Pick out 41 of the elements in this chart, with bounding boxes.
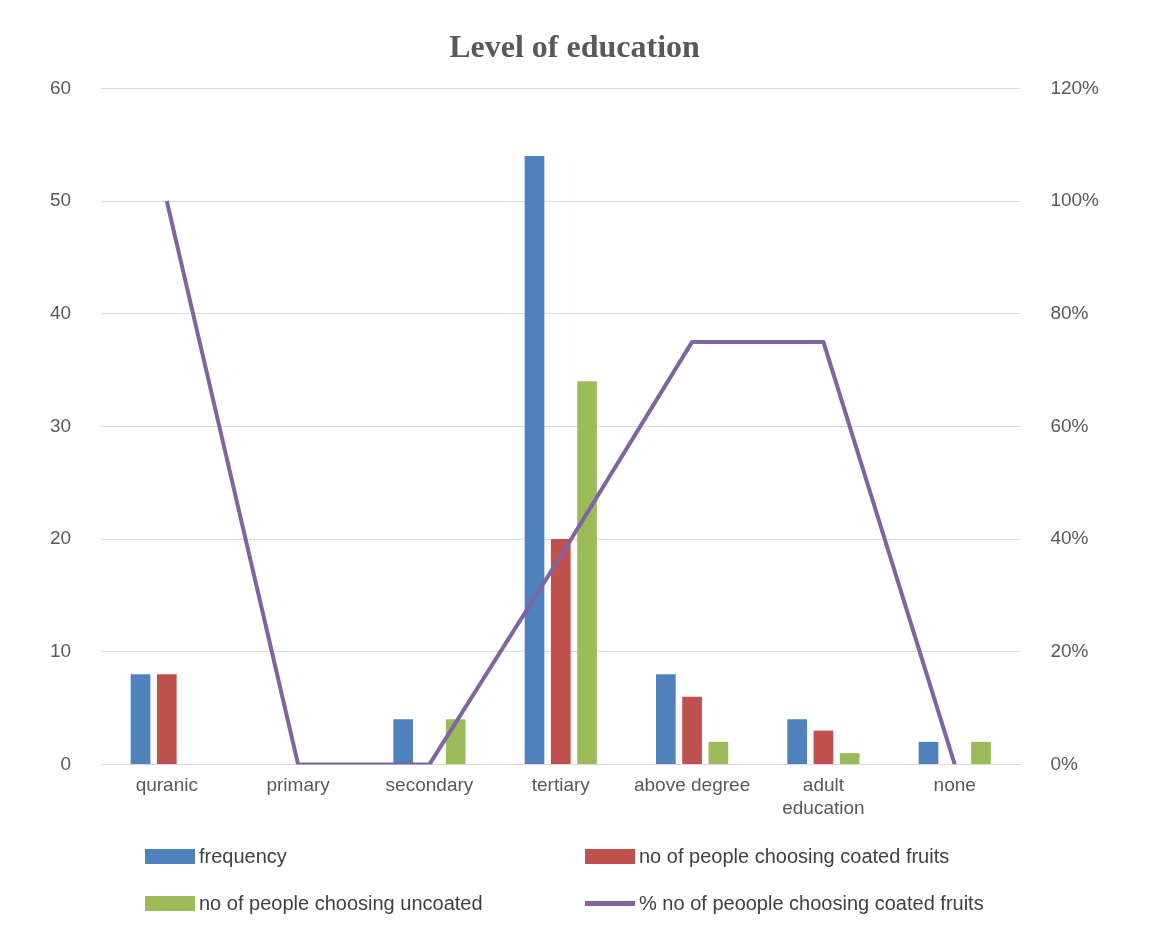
- y-tick-label: 20: [49, 527, 72, 549]
- x-tick-label: tertiary: [531, 774, 591, 796]
- bar: [918, 741, 939, 764]
- y-tick-label: 50: [49, 189, 72, 211]
- bar: [708, 741, 729, 764]
- bar: [130, 674, 151, 764]
- y2-tick-label: 100%: [1050, 189, 1100, 211]
- y2-tick-label: 60%: [1050, 414, 1089, 436]
- x-tick-label: secondary: [385, 774, 474, 796]
- y-tick-label: 60: [49, 76, 72, 98]
- y-tick-label: 40: [49, 301, 72, 323]
- y2-tick-label: 40%: [1050, 527, 1089, 549]
- bar: [445, 719, 466, 764]
- y2-tick-label: 120%: [1050, 76, 1100, 98]
- x-tick-label: quranic: [135, 774, 198, 796]
- legend-label: no of people choosing coated fruits: [638, 845, 951, 868]
- y2-tick-label: 0%: [1050, 752, 1078, 774]
- x-tick-label: primary: [266, 774, 331, 796]
- bar: [787, 719, 807, 764]
- y2-tick-label: 20%: [1050, 639, 1089, 661]
- bar: [971, 741, 991, 764]
- bar: [839, 753, 860, 764]
- bar: [524, 156, 545, 764]
- bar: [156, 674, 177, 764]
- bar: [393, 719, 414, 764]
- legend-label: frequency: [198, 845, 288, 868]
- chart-title: Level of education: [449, 28, 701, 65]
- bar: [682, 696, 702, 764]
- y-tick-label: 0: [60, 752, 72, 774]
- y-tick-label: 30: [49, 414, 72, 436]
- y2-tick-label: 80%: [1050, 301, 1089, 323]
- bar: [577, 381, 597, 764]
- y-tick-label: 10: [49, 639, 72, 661]
- bar: [655, 674, 676, 764]
- x-tick-label: none: [933, 774, 976, 796]
- x-tick-label: adult education: [782, 774, 865, 818]
- legend-label: % no of peoople choosing coated fruits: [638, 892, 985, 915]
- bar: [813, 730, 834, 764]
- x-tick-label: above degree: [633, 774, 751, 796]
- legend-label: no of people choosing uncoated: [198, 892, 484, 915]
- bar: [550, 539, 571, 764]
